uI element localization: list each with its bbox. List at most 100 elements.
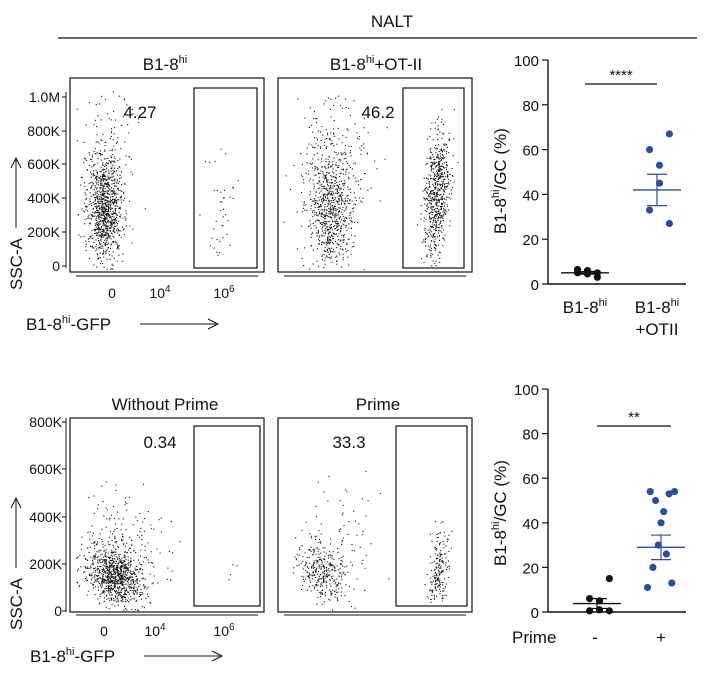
event-dot [332,221,334,223]
event-dot [115,170,117,172]
bottom-flow-panel-2: Prime 33.3 [277,395,473,613]
event-dot [353,245,355,247]
stats-ytick-label: 60 [522,143,539,160]
event-dot [313,209,315,211]
event-dot [94,174,96,176]
event-dot [145,597,147,599]
event-dot [114,209,116,211]
event-dot [123,583,125,585]
event-dot [344,216,346,218]
event-dot [325,574,327,576]
event-dot [342,555,344,557]
event-dot [114,535,116,537]
event-dot [135,569,137,571]
event-dot [120,214,122,216]
event-dot [329,138,331,140]
event-dot [122,518,124,520]
event-dot [131,242,133,244]
event-dot [103,215,105,217]
event-dot [103,515,105,517]
event-dot [109,517,111,519]
event-dot [434,241,436,243]
event-dot [100,216,102,218]
event-dot [114,580,116,582]
event-dot [434,228,436,230]
event-dot [345,157,347,159]
event-dot [111,573,113,575]
event-dot [436,580,438,582]
event-dot [322,199,324,201]
event-dot [103,198,105,200]
event-dot [429,202,431,204]
event-dot [140,549,142,551]
event-dot [442,166,444,168]
event-dot [85,205,87,207]
event-dot [95,188,97,190]
event-dot [114,194,116,196]
event-dot [128,576,130,578]
event-dot [167,567,169,569]
event-dot [121,584,123,586]
event-dot [314,225,316,227]
event-dot [110,238,112,240]
event-dot [439,173,441,175]
event-dot [92,207,94,209]
event-dot [431,164,433,166]
event-dot [93,495,95,497]
event-dot [328,203,330,205]
event-dot [139,569,141,571]
event-dot [332,143,334,145]
event-dot [426,157,428,159]
event-dot [437,586,439,588]
event-dot [318,567,320,569]
event-dot [322,571,324,573]
event-dot [341,154,343,156]
event-dot [84,219,86,221]
event-dot [107,201,109,203]
event-dot [359,188,361,190]
event-dot [330,563,332,565]
event-dot [443,133,445,135]
event-dot [92,208,94,210]
event-dot [98,583,100,585]
event-dot [118,211,120,213]
event-dot [112,161,114,163]
event-dot [338,218,340,220]
event-dot [97,196,99,198]
event-dot [99,220,101,222]
event-dot [430,218,432,220]
event-dot [128,561,130,563]
event-dot [104,164,106,166]
event-dot [303,576,305,578]
event-dot [438,165,440,167]
event-dot [150,562,152,564]
bottom-stats-y-label: B1-8hi/GC (%) [490,460,510,566]
event-dot [325,158,327,160]
event-dot [315,203,317,205]
event-dot [320,542,322,544]
event-dot [440,149,442,151]
event-dot [325,585,327,587]
event-dot [430,200,432,202]
event-dot [330,175,332,177]
event-dot [320,533,322,535]
event-dot [321,215,323,217]
event-dot [109,588,111,590]
event-dot [444,150,446,152]
event-dot [439,199,441,201]
event-dot [342,565,344,567]
event-dot [107,221,109,223]
event-dot [105,526,107,528]
event-dot [451,193,453,195]
event-dot [315,166,317,168]
event-dot [427,195,429,197]
event-dot [449,138,451,140]
event-dot [120,576,122,578]
event-dot [94,547,96,549]
event-dot [120,529,122,531]
event-dot [443,209,445,211]
event-dot [428,249,430,251]
event-dot [103,174,105,176]
event-dot [432,163,434,165]
event-dot [102,591,104,593]
